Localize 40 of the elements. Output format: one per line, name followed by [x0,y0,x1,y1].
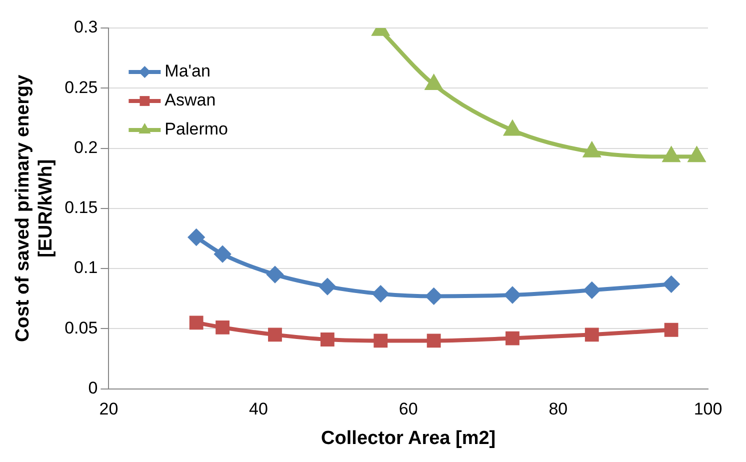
point [426,288,442,304]
x-tick-label: 20 [99,400,118,419]
point [266,266,283,283]
x-tick-label: 100 [694,400,722,419]
point [506,331,520,346]
point [319,278,336,295]
y-tick-label: 0.05 [64,318,98,338]
x-tick-label: 60 [398,400,418,419]
point [584,282,600,298]
point [584,142,600,158]
point [320,332,334,346]
y-tick-label: 0.3 [74,18,98,37]
legend-label: Ma'an [164,62,210,81]
point [426,76,442,90]
point [189,316,204,330]
y-tick-label: 0.1 [74,258,98,278]
point [216,320,230,334]
point [188,229,204,246]
point [504,121,521,136]
x-tick-label: 40 [249,400,268,419]
y-tick-label: 0 [88,378,98,398]
point [663,276,680,292]
y-axis-title: Cost of saved primary energy [EUR/kWh] [12,74,56,342]
y-tick-label: 0.2 [74,138,98,157]
point [504,286,520,303]
x-axis-title: Collector Area [m2] [321,428,496,449]
legend-label: Palermo [164,120,228,139]
point [688,148,705,162]
point [268,328,282,342]
y-tick-label: 0.25 [64,78,98,97]
point [214,246,231,262]
point [372,286,389,302]
point [374,334,388,348]
legend-label: Aswan [164,90,216,110]
point [426,334,441,348]
point [584,328,599,342]
y-tick-label: 0.15 [64,198,98,218]
point [664,322,678,337]
x-tick-label: 80 [548,400,568,419]
point [663,148,680,162]
